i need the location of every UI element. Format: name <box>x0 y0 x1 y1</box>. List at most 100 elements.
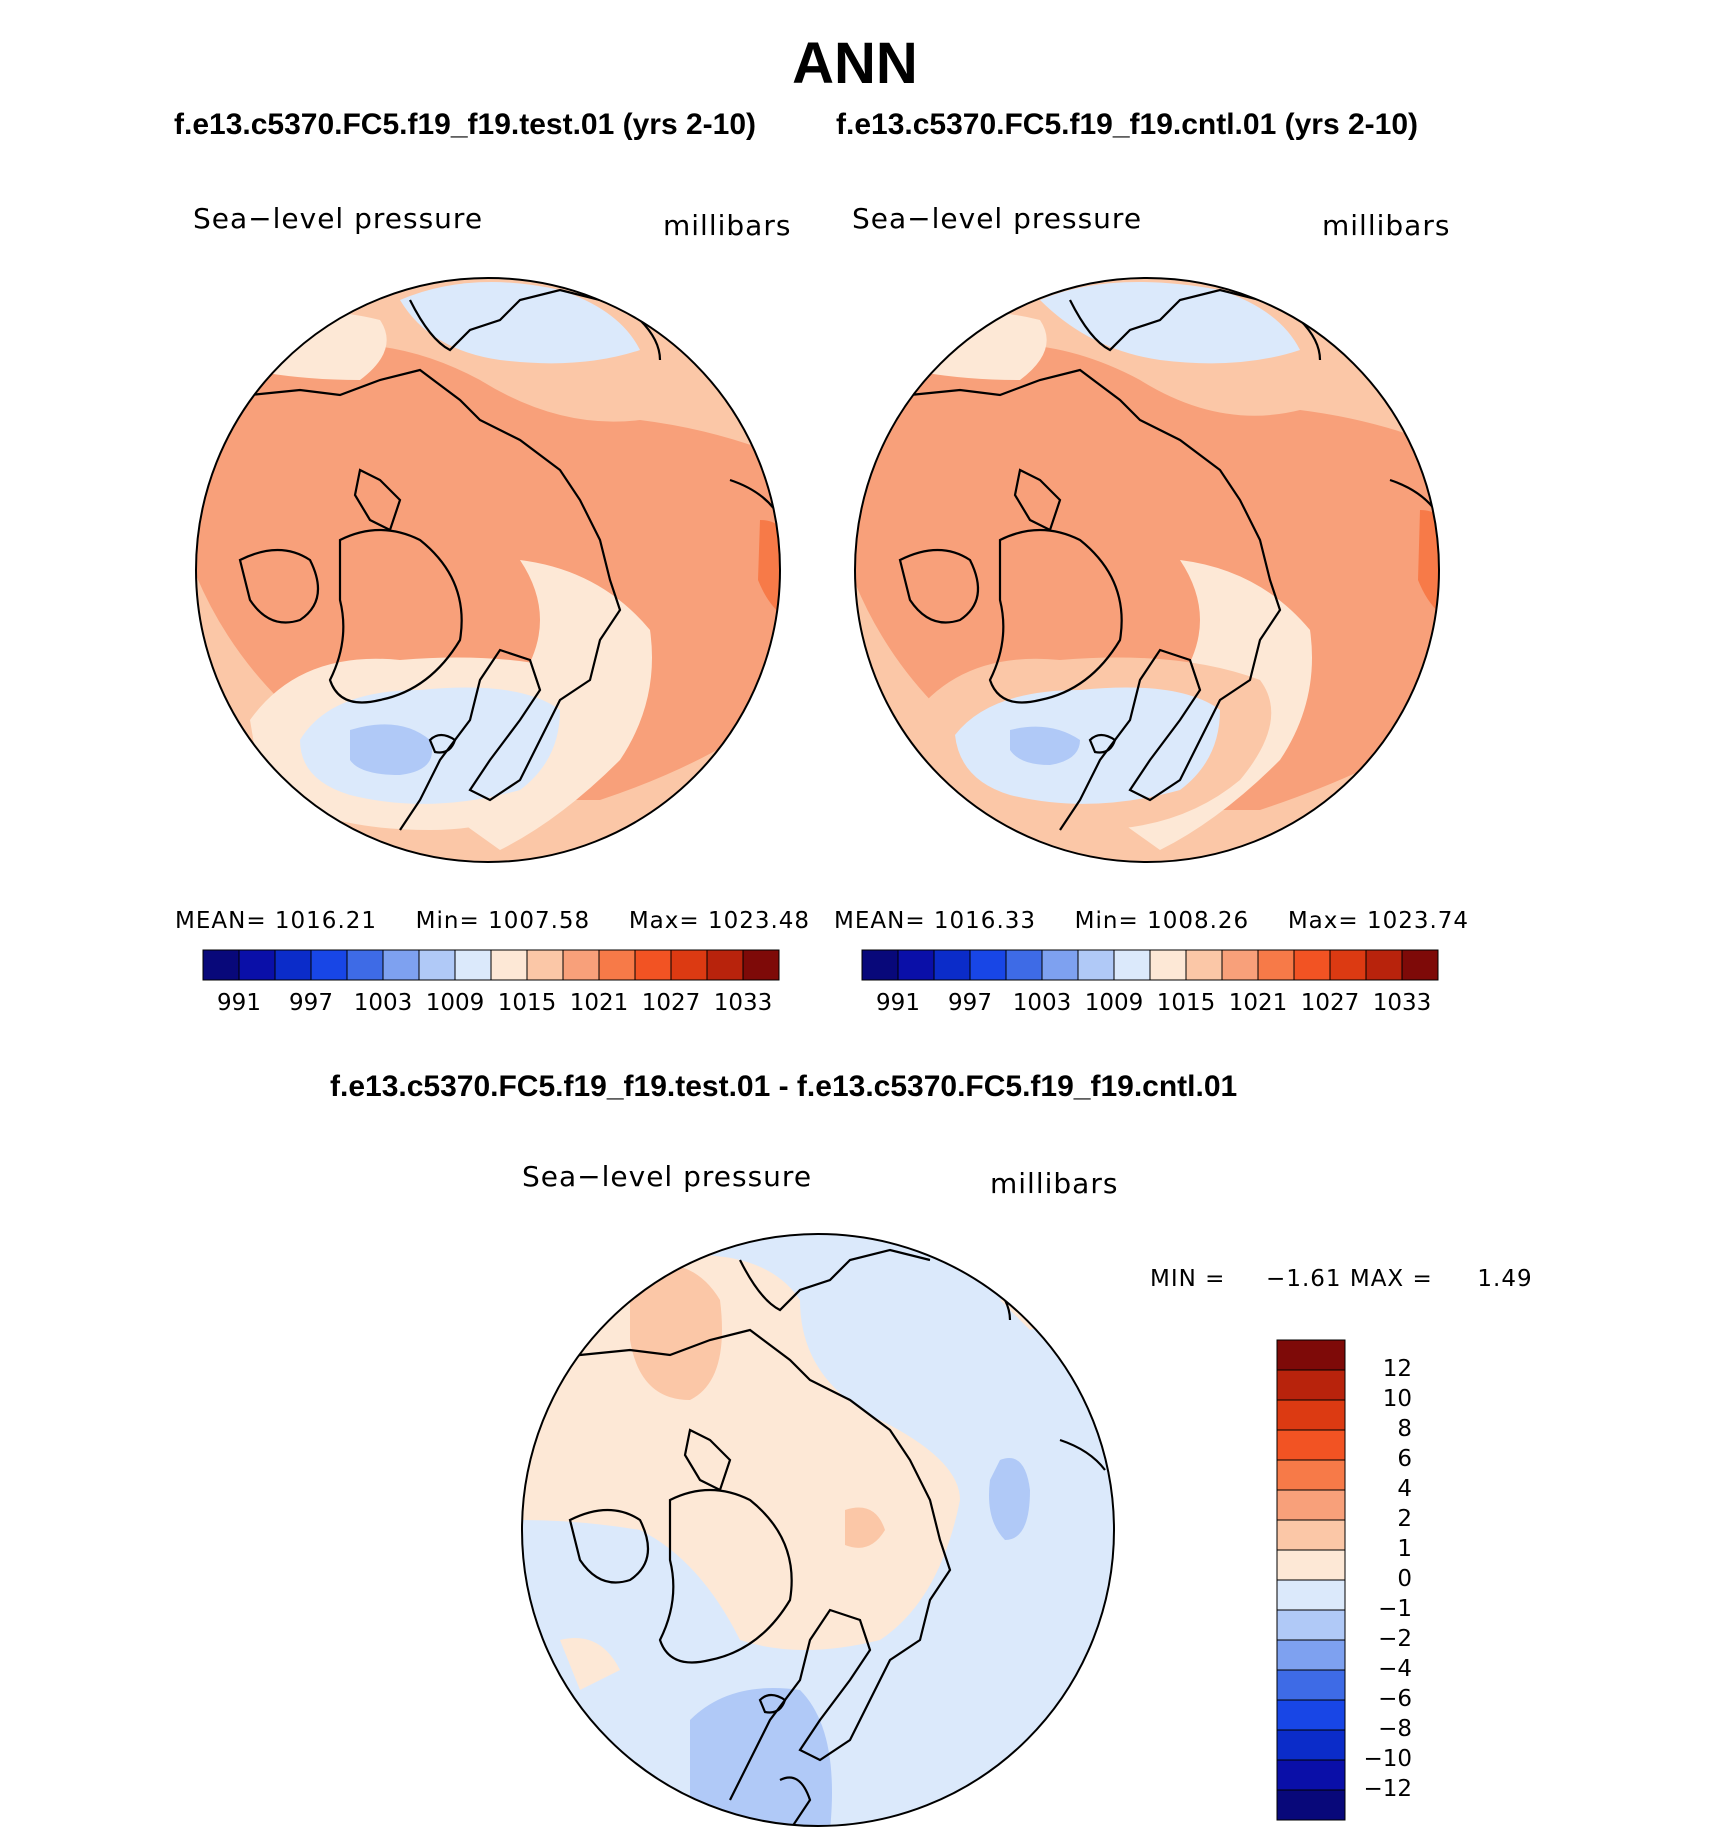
colorbar-swatch <box>454 949 492 981</box>
colorbar-swatch <box>1276 1759 1346 1791</box>
test-map-fill <box>196 278 780 862</box>
colorbar-swatch <box>1077 949 1115 981</box>
colorbar-swatch <box>1113 949 1151 981</box>
colorbar-swatch <box>1257 949 1295 981</box>
control-case-title: f.e13.c5370.FC5.f19_f19.cntl.01 (yrs 2-1… <box>836 108 1418 141</box>
colorbar-tick: 4 <box>1397 1476 1412 1502</box>
colorbar-tick: 1003 <box>353 990 413 1016</box>
colorbar-tick: 991 <box>217 990 261 1016</box>
test-max-label: Max= <box>628 908 700 934</box>
colorbar-swatch <box>1276 1429 1346 1461</box>
colorbar-swatch <box>1276 1339 1346 1371</box>
diff-units-label: millibars <box>990 1167 1119 1200</box>
control-min-label: Min= <box>1074 908 1139 934</box>
colorbar-swatch <box>1276 1369 1346 1401</box>
colorbar-swatch <box>1276 1699 1346 1731</box>
colorbar-tick: 8 <box>1397 1416 1412 1442</box>
colorbar-swatch <box>1276 1399 1346 1431</box>
colorbar-tick: −2 <box>1378 1626 1412 1652</box>
colorbar-swatch <box>1185 949 1223 981</box>
diff-map-fill <box>522 1234 1114 1826</box>
test-map-border <box>195 277 781 863</box>
colorbar-tick: −4 <box>1378 1656 1412 1682</box>
control-colorbar <box>861 949 1439 981</box>
colorbar-tick: 6 <box>1397 1446 1412 1472</box>
control-map-border <box>854 277 1440 863</box>
colorbar-swatch <box>742 949 780 981</box>
colorbar-swatch <box>202 949 240 981</box>
test-mean-value: 1016.21 <box>274 908 378 934</box>
colorbar-tick: 1033 <box>1372 990 1432 1016</box>
colorbar-tick: 1009 <box>1084 990 1144 1016</box>
colorbar-swatch <box>1276 1639 1346 1671</box>
colorbar-swatch <box>418 949 456 981</box>
diff-variable-label: Sea−level pressure <box>522 1160 813 1193</box>
diff-min-label: MIN = <box>1150 1266 1226 1292</box>
colorbar-tick: −10 <box>1363 1746 1412 1772</box>
colorbar-swatch <box>1276 1549 1346 1581</box>
colorbar-swatch <box>274 949 312 981</box>
colorbar-swatch <box>1041 949 1079 981</box>
control-units-label: millibars <box>1322 209 1451 242</box>
diff-max-label: MAX = <box>1349 1266 1433 1292</box>
test-stats: MEAN= 1016.21 Min= 1007.58 Max= 1023.48 <box>175 908 810 934</box>
colorbar-swatch <box>933 949 971 981</box>
colorbar-swatch <box>861 949 899 981</box>
colorbar-tick: 1021 <box>569 990 629 1016</box>
colorbar-swatch <box>346 949 384 981</box>
colorbar-tick: 991 <box>876 990 920 1016</box>
colorbar-swatch <box>490 949 528 981</box>
diff-map-border <box>521 1233 1115 1827</box>
colorbar-swatch <box>1276 1519 1346 1551</box>
control-stats: MEAN= 1016.33 Min= 1008.26 Max= 1023.74 <box>834 908 1469 934</box>
colorbar-tick: 1009 <box>425 990 485 1016</box>
colorbar-tick: −6 <box>1378 1686 1412 1712</box>
diff-min-value: −1.61 <box>1266 1266 1342 1292</box>
colorbar-swatch <box>598 949 636 981</box>
colorbar-swatch <box>1329 949 1367 981</box>
colorbar-tick: 10 <box>1382 1386 1412 1412</box>
test-min-value: 1007.58 <box>488 908 591 934</box>
colorbar-swatch <box>1005 949 1043 981</box>
colorbar-swatch <box>706 949 744 981</box>
colorbar-tick: 2 <box>1397 1506 1412 1532</box>
colorbar-tick: 1003 <box>1012 990 1072 1016</box>
control-min-value: 1008.26 <box>1147 908 1250 934</box>
colorbar-swatch <box>1276 1669 1346 1701</box>
colorbar-swatch <box>1276 1609 1346 1641</box>
colorbar-swatch <box>238 949 276 981</box>
test-coastlines <box>199 288 776 831</box>
control-mean-value: 1016.33 <box>933 908 1037 934</box>
colorbar-swatch <box>310 949 348 981</box>
colorbar-swatch <box>1149 949 1187 981</box>
colorbar-tick: 1015 <box>1156 990 1216 1016</box>
colorbar-tick: 1027 <box>1300 990 1360 1016</box>
colorbar-swatch <box>562 949 600 981</box>
colorbar-swatch <box>1276 1459 1346 1491</box>
difference-colorbar <box>1276 1339 1346 1821</box>
colorbar-tick: 0 <box>1397 1566 1412 1592</box>
colorbar-tick: −8 <box>1378 1716 1412 1742</box>
test-mean-label: MEAN= <box>175 908 267 934</box>
test-colorbar <box>202 949 780 981</box>
difference-title: f.e13.c5370.FC5.f19_f19.test.01 - f.e13.… <box>330 1070 1238 1103</box>
figure-title: ANN <box>792 31 918 96</box>
control-mean-label: MEAN= <box>834 908 926 934</box>
colorbar-swatch <box>1293 949 1331 981</box>
colorbar-swatch <box>1276 1579 1346 1611</box>
colorbar-tick: −12 <box>1363 1776 1412 1802</box>
diff-coastlines <box>529 1248 1106 1826</box>
colorbar-swatch <box>1365 949 1403 981</box>
colorbar-swatch <box>634 949 672 981</box>
colorbar-swatch <box>670 949 708 981</box>
control-map-fill <box>855 278 1439 862</box>
test-case-title: f.e13.c5370.FC5.f19_f19.test.01 (yrs 2-1… <box>174 108 757 141</box>
test-units-label: millibars <box>663 209 792 242</box>
test-min-label: Min= <box>415 908 480 934</box>
colorbar-swatch <box>897 949 935 981</box>
colorbar-tick: 1027 <box>641 990 701 1016</box>
control-coastlines <box>859 288 1436 831</box>
control-variable-label: Sea−level pressure <box>852 202 1143 235</box>
colorbar-tick: 1015 <box>497 990 557 1016</box>
colorbar-swatch <box>1276 1729 1346 1761</box>
